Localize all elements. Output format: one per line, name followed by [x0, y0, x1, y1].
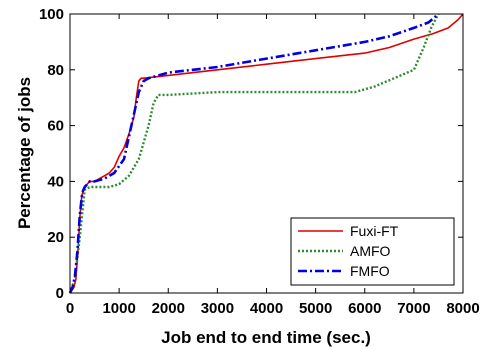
y-axis-label: Percentage of jobs — [15, 77, 34, 229]
x-axis-label: Job end to end time (sec.) — [161, 328, 371, 347]
series-line-amfo — [68, 13, 440, 294]
series-line-fuxi-ft — [69, 13, 464, 294]
x-tick-label: 1000 — [102, 300, 135, 317]
legend-label-fmfo: FMFO — [350, 263, 390, 279]
x-tick-label: 5000 — [299, 300, 332, 317]
series-line-fmfo — [68, 13, 440, 294]
legend: Fuxi-FT AMFO FMFO — [290, 217, 455, 286]
y-tick-label: 80 — [47, 62, 64, 79]
y-tick-label: 60 — [47, 118, 64, 135]
ticks-layer — [69, 13, 464, 294]
x-tick-label: 2000 — [152, 300, 185, 317]
x-tick-label: 0 — [66, 300, 74, 317]
series-layer — [68, 13, 464, 294]
legend-label-amfo: AMFO — [350, 243, 391, 259]
y-tick-label: 100 — [39, 6, 64, 23]
x-tick-label: 7000 — [397, 300, 430, 317]
y-tick-label: 40 — [47, 173, 64, 190]
y-tick-label: 20 — [47, 229, 64, 246]
x-tick-label: 4000 — [250, 300, 283, 317]
x-tick-label: 3000 — [201, 300, 234, 317]
x-tick-label: 6000 — [348, 300, 381, 317]
legend-label-fuxi-ft: Fuxi-FT — [350, 223, 399, 239]
y-tick-label: 0 — [56, 285, 64, 302]
tick-labels: 0 1000 2000 3000 4000 5000 6000 7000 8000 0 20 40 60… — [39, 6, 480, 317]
x-tick-label: 8000 — [446, 300, 479, 317]
